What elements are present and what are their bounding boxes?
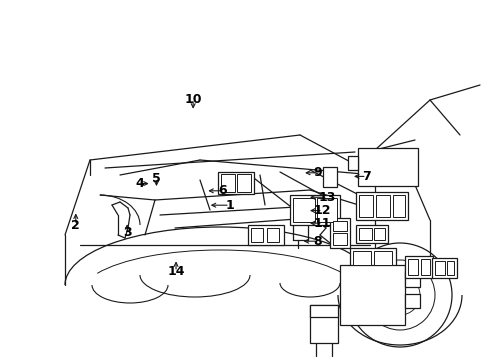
Text: 7: 7 (362, 170, 370, 183)
Text: 2: 2 (71, 219, 80, 231)
Bar (309, 305, 337, 317)
Bar (446, 261, 453, 275)
Bar (375, 195, 389, 217)
Bar (434, 261, 444, 275)
Bar (404, 256, 432, 278)
Bar (247, 225, 284, 245)
Bar (218, 172, 253, 194)
Bar (358, 228, 371, 240)
Bar (289, 195, 339, 225)
Bar (332, 233, 346, 245)
Bar (355, 192, 407, 220)
Bar (357, 148, 417, 186)
Bar (431, 258, 456, 278)
Text: 3: 3 (122, 226, 131, 239)
Bar (352, 251, 370, 265)
Bar (250, 228, 263, 242)
Bar (373, 251, 391, 265)
Bar (266, 228, 279, 242)
Bar (349, 248, 395, 268)
Bar (373, 228, 384, 240)
Text: 8: 8 (313, 235, 322, 248)
Bar (221, 174, 235, 192)
Text: 1: 1 (225, 199, 234, 212)
Text: 10: 10 (184, 93, 202, 105)
Bar (332, 221, 346, 231)
Bar (404, 294, 419, 308)
Bar (392, 195, 404, 217)
Text: 11: 11 (313, 217, 331, 230)
Bar (323, 167, 336, 187)
Text: 12: 12 (313, 204, 331, 217)
Bar (329, 218, 349, 248)
Bar (407, 259, 417, 275)
Bar (404, 272, 419, 287)
Text: 14: 14 (167, 265, 184, 278)
Bar (237, 174, 250, 192)
Bar (339, 265, 404, 325)
Bar (347, 156, 357, 170)
Bar (358, 195, 372, 217)
Bar (292, 198, 314, 222)
Text: 4: 4 (135, 177, 143, 190)
Bar (355, 225, 387, 243)
Bar (309, 305, 337, 343)
Text: 5: 5 (152, 172, 161, 185)
Text: 9: 9 (313, 166, 322, 179)
Text: 6: 6 (218, 184, 226, 197)
Bar (420, 259, 429, 275)
Text: 13: 13 (318, 191, 336, 204)
Bar (316, 198, 336, 222)
